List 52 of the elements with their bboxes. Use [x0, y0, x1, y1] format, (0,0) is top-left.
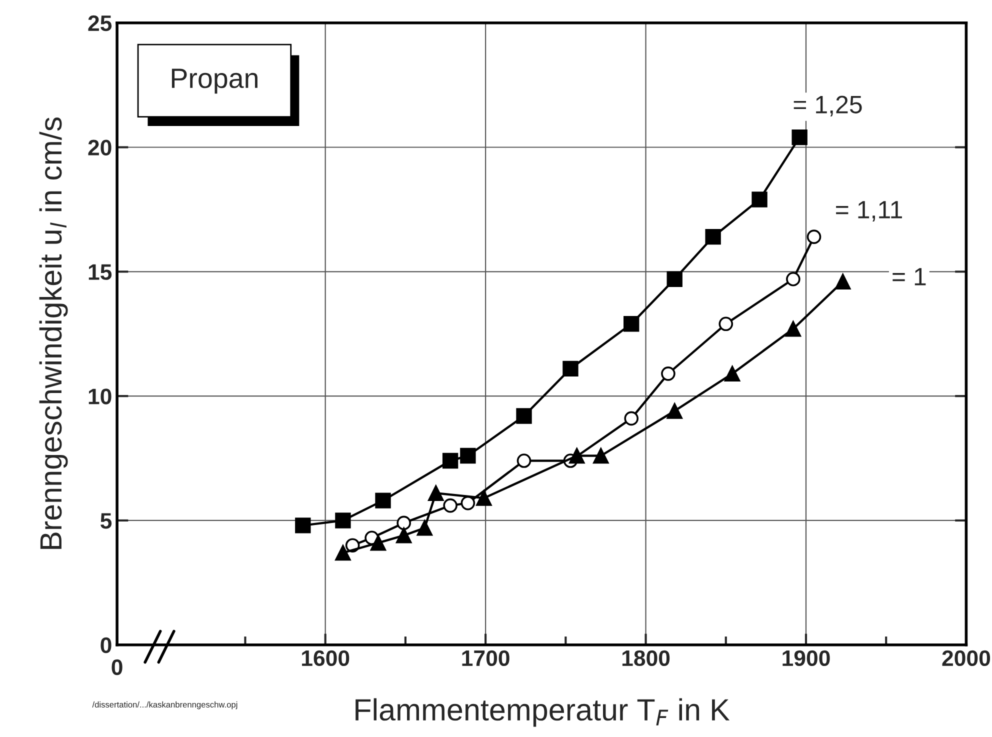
point [335, 512, 351, 528]
x-tick-label: 1700 [462, 650, 510, 666]
point [752, 192, 768, 208]
point [834, 274, 851, 290]
point [370, 535, 386, 551]
point [666, 271, 682, 287]
point [460, 496, 476, 510]
annotation: Propan [172, 68, 258, 94]
point [806, 230, 822, 244]
point [396, 528, 412, 544]
point [396, 516, 411, 530]
point [724, 366, 740, 382]
point [428, 485, 444, 501]
y-axis-title: Brenngeschwindigkeit u$_{l}$ in cm/s [39, 117, 68, 549]
point [718, 316, 734, 332]
y-tick-label: 10 [88, 388, 112, 404]
x-tick-label: 2000 [942, 650, 990, 666]
point [661, 366, 676, 381]
point [705, 228, 721, 245]
point [593, 448, 609, 464]
point [516, 454, 532, 468]
text: /dissertation/.../kaskanbrenngeschw.opj [92, 701, 238, 710]
x-axis-title: Flammentemperatur T$_{F}$ in K [356, 698, 730, 727]
point [792, 129, 808, 146]
point [786, 272, 800, 286]
point [516, 408, 532, 424]
y-tick-label: 20 [88, 140, 112, 156]
point [416, 520, 433, 536]
point [569, 448, 585, 464]
point [375, 492, 391, 508]
point [442, 452, 458, 469]
point [785, 321, 802, 337]
y-tick-label: 25 [88, 15, 112, 32]
x-tick-label: 1800 [622, 650, 670, 666]
series-label: = 1 [892, 268, 926, 286]
point [624, 316, 640, 332]
point [476, 490, 492, 506]
point [443, 498, 458, 513]
series-label: = 1,25 [794, 96, 862, 116]
text: 0 [112, 659, 122, 676]
y-tick-label: 15 [88, 264, 112, 280]
series-label: = 1,11 [836, 201, 902, 222]
x-tick-label: 1600 [302, 650, 350, 666]
y-tick-label: 0 [100, 637, 112, 654]
point [624, 411, 639, 426]
point [562, 360, 578, 377]
point [335, 544, 351, 561]
point [295, 518, 311, 534]
y-tick-label: 5 [100, 513, 112, 529]
x-tick-label: 1900 [782, 650, 830, 666]
point [666, 403, 682, 419]
point [460, 448, 476, 464]
